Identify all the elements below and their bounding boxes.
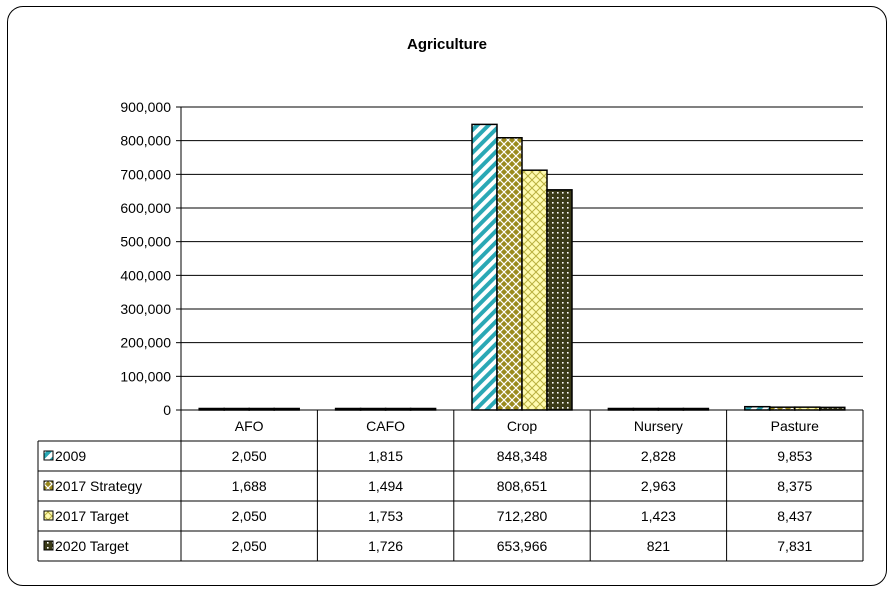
x-tick-label: Pasture <box>771 418 819 434</box>
bar <box>521 169 548 411</box>
y-tick-label: 600,000 <box>120 200 171 216</box>
y-tick-label: 900,000 <box>120 99 171 115</box>
legend-label: 2009 <box>55 448 86 464</box>
y-tick-label: 400,000 <box>120 267 171 283</box>
data-label: 2,963 <box>641 478 676 494</box>
data-label: 653,966 <box>497 538 548 554</box>
legend-swatch <box>43 450 54 461</box>
x-tick-label: Nursery <box>634 418 683 434</box>
chart-frame <box>7 6 887 586</box>
x-tick-label: Crop <box>507 418 538 434</box>
y-tick-label: 700,000 <box>120 166 171 182</box>
data-table: AFO CAFO Crop Nursery Pasture 2009 2,050 1,815 8… <box>37 409 864 562</box>
bar <box>471 123 498 411</box>
legend-label: 2017 Target <box>55 508 129 524</box>
data-label: 1,423 <box>641 508 676 524</box>
x-tick-label: AFO <box>235 418 264 434</box>
data-label: 1,688 <box>232 478 267 494</box>
x-tick-label: CAFO <box>366 418 405 434</box>
data-label: 7,831 <box>777 538 812 554</box>
legend-label: 2017 Strategy <box>55 478 142 494</box>
data-label: 2,050 <box>232 538 267 554</box>
bars <box>198 123 846 411</box>
data-label: 8,375 <box>777 478 812 494</box>
y-tick-label: 800,000 <box>120 133 171 149</box>
data-label: 8,437 <box>777 508 812 524</box>
legend-swatch <box>43 510 54 521</box>
legend-swatch <box>43 540 54 551</box>
bar <box>546 189 573 411</box>
data-label: 9,853 <box>777 448 812 464</box>
y-tick-label: 100,000 <box>120 368 171 384</box>
data-label: 1,726 <box>368 538 403 554</box>
legend-swatch <box>43 480 54 491</box>
y-tick-label: 300,000 <box>120 301 171 317</box>
legend-label: 2020 Target <box>55 538 129 554</box>
data-label: 1,494 <box>368 478 403 494</box>
bar <box>496 137 523 411</box>
y-tick-label: 500,000 <box>120 234 171 250</box>
y-tick-label: 0 <box>163 402 171 418</box>
data-label: 1,815 <box>368 448 403 464</box>
data-label: 808,651 <box>497 478 548 494</box>
data-label: 2,050 <box>232 448 267 464</box>
chart-title: Agriculture <box>406 36 487 53</box>
y-tick-label: 200,000 <box>120 335 171 351</box>
data-label: 821 <box>647 538 671 554</box>
data-label: 1,753 <box>368 508 403 524</box>
data-label: 2,828 <box>641 448 676 464</box>
data-label: 712,280 <box>497 508 548 524</box>
data-label: 848,348 <box>497 448 548 464</box>
data-label: 2,050 <box>232 508 267 524</box>
